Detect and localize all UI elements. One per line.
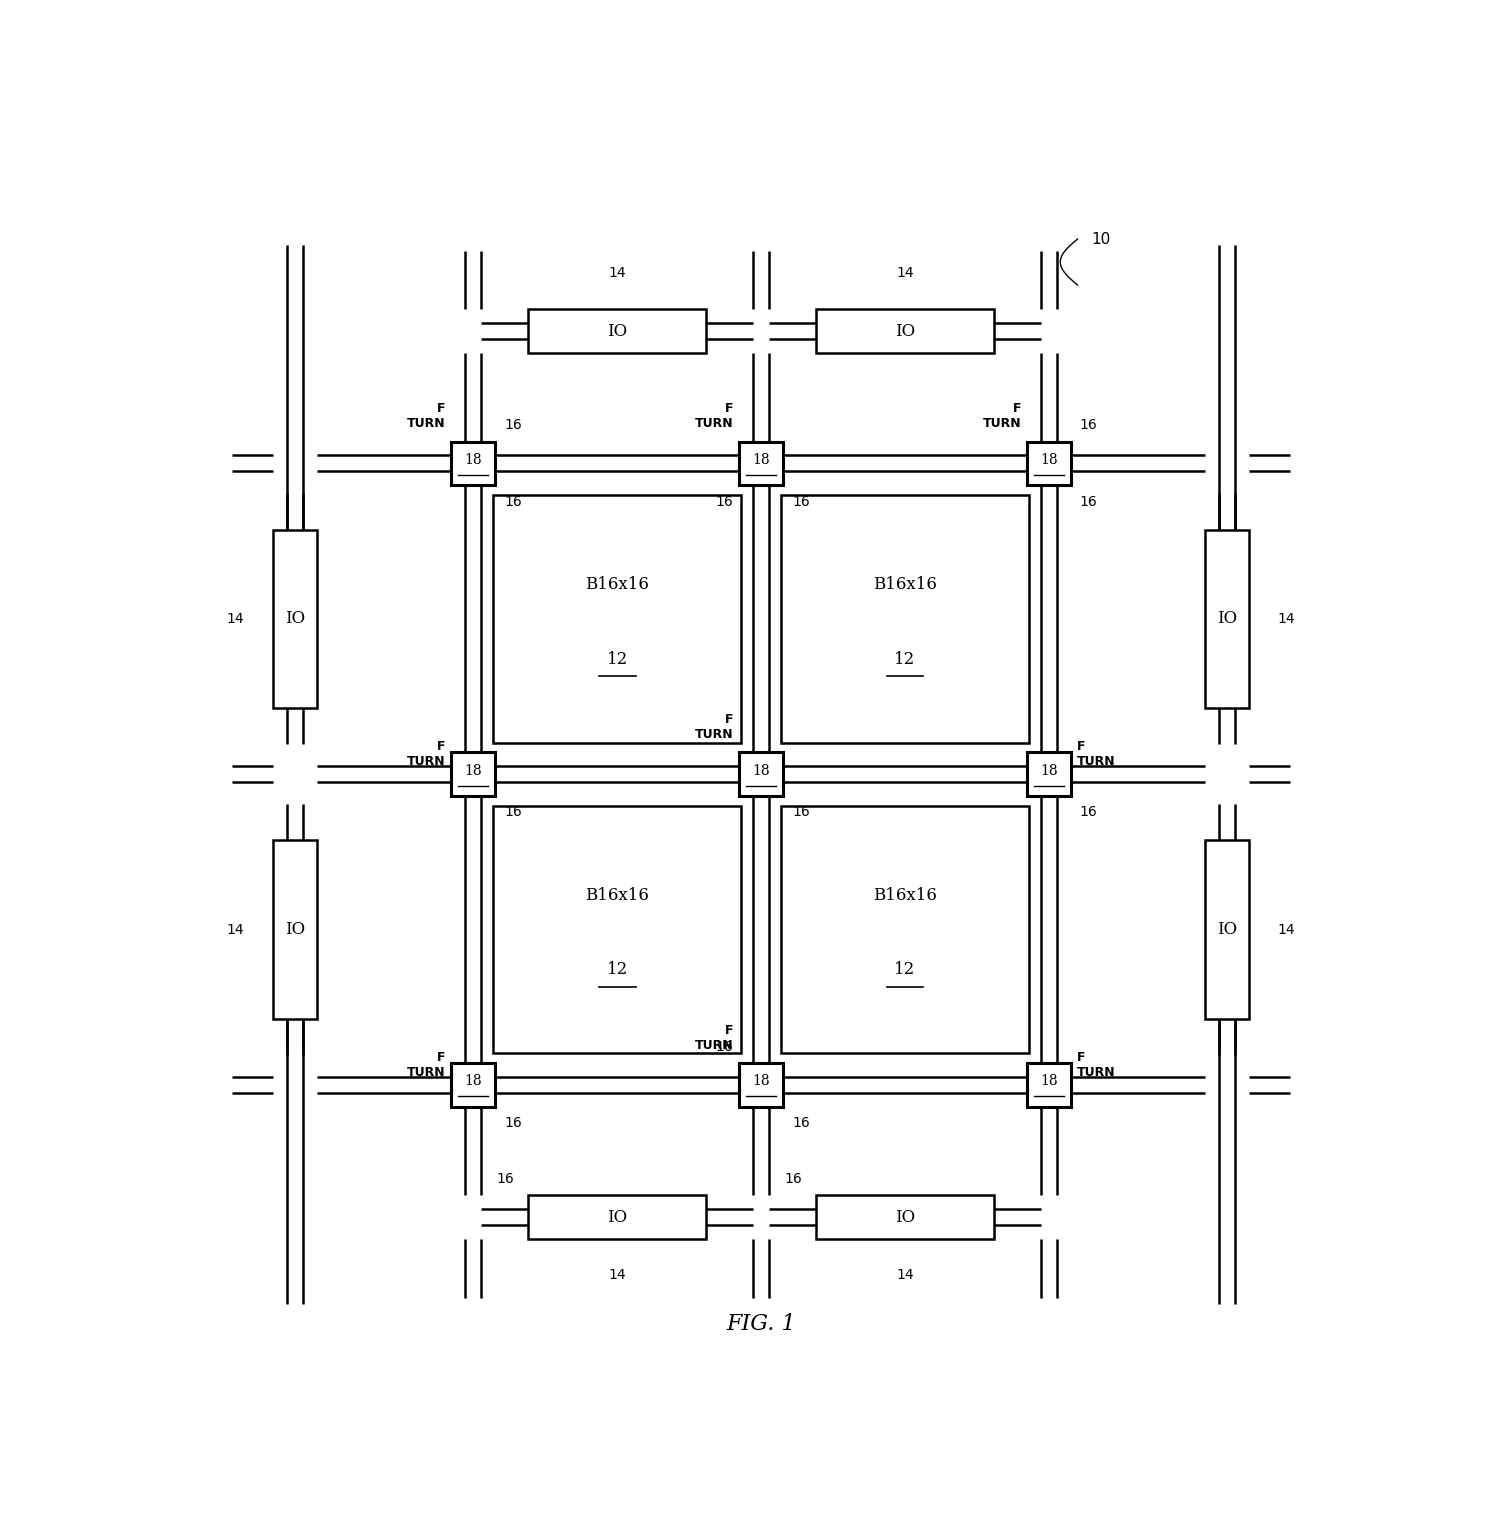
Text: 16: 16: [1080, 419, 1097, 432]
Bar: [1206, 529, 1249, 708]
Bar: [493, 495, 741, 742]
Text: 14: 14: [227, 923, 245, 937]
Text: 16: 16: [792, 1116, 809, 1130]
Text: 12: 12: [606, 961, 628, 978]
Text: B16x16: B16x16: [585, 576, 649, 593]
Bar: [529, 310, 707, 353]
Text: F
TURN: F TURN: [1077, 1052, 1115, 1079]
Text: IO: IO: [285, 610, 304, 627]
Text: IO: IO: [1218, 921, 1237, 938]
Bar: [781, 806, 1029, 1053]
Bar: [273, 840, 316, 1019]
Text: 18: 18: [753, 452, 769, 468]
Bar: [451, 753, 495, 796]
Text: 16: 16: [792, 495, 809, 509]
Text: IO: IO: [895, 1208, 915, 1226]
Bar: [815, 310, 993, 353]
Bar: [451, 1062, 495, 1107]
Text: 16: 16: [505, 495, 523, 509]
Bar: [815, 1196, 993, 1239]
Text: F
TURN: F TURN: [407, 1052, 446, 1079]
Text: 16: 16: [505, 805, 523, 819]
Bar: [493, 806, 741, 1053]
Bar: [740, 1062, 783, 1107]
Text: 16: 16: [784, 1173, 802, 1187]
Text: F
TURN: F TURN: [407, 402, 446, 431]
Bar: [273, 529, 316, 708]
Text: IO: IO: [895, 322, 915, 340]
Text: 16: 16: [505, 1116, 523, 1130]
Text: F
TURN: F TURN: [695, 402, 734, 431]
Bar: [451, 442, 495, 486]
Text: 16: 16: [1080, 805, 1097, 819]
Text: 14: 14: [1277, 923, 1295, 937]
Text: F
TURN: F TURN: [1077, 740, 1115, 768]
Text: 18: 18: [753, 1075, 769, 1088]
Text: F
TURN: F TURN: [983, 402, 1022, 431]
Bar: [1028, 442, 1071, 486]
Text: 18: 18: [465, 452, 483, 468]
Text: 14: 14: [609, 267, 627, 281]
Text: 18: 18: [1040, 763, 1057, 777]
Text: 16: 16: [792, 805, 809, 819]
Text: 16: 16: [496, 1173, 514, 1187]
Text: 16: 16: [716, 495, 734, 509]
Text: 18: 18: [1040, 452, 1057, 468]
Text: F
TURN: F TURN: [407, 740, 446, 768]
Text: IO: IO: [1218, 610, 1237, 627]
Text: 18: 18: [753, 763, 769, 777]
Text: 18: 18: [1040, 1075, 1057, 1088]
Text: 10: 10: [1091, 231, 1111, 247]
Text: IO: IO: [285, 921, 304, 938]
Bar: [1028, 1062, 1071, 1107]
Text: 18: 18: [465, 763, 483, 777]
Bar: [529, 1196, 707, 1239]
Text: B16x16: B16x16: [873, 576, 937, 593]
Text: 12: 12: [606, 650, 628, 667]
Bar: [781, 495, 1029, 742]
Bar: [1206, 840, 1249, 1019]
Text: FIG. 1: FIG. 1: [726, 1314, 796, 1335]
Text: 16: 16: [716, 1039, 734, 1053]
Text: B16x16: B16x16: [585, 886, 649, 903]
Text: IO: IO: [607, 322, 627, 340]
Text: 12: 12: [894, 650, 916, 667]
Text: 14: 14: [1277, 612, 1295, 625]
Text: 12: 12: [894, 961, 916, 978]
Text: 14: 14: [895, 267, 913, 281]
Text: IO: IO: [607, 1208, 627, 1226]
Text: 14: 14: [895, 1268, 913, 1282]
Text: 16: 16: [1080, 495, 1097, 509]
Text: 14: 14: [227, 612, 245, 625]
Text: 18: 18: [465, 1075, 483, 1088]
Text: F
TURN: F TURN: [695, 713, 734, 740]
Text: 14: 14: [609, 1268, 627, 1282]
Bar: [1028, 753, 1071, 796]
Text: 16: 16: [505, 419, 523, 432]
Text: B16x16: B16x16: [873, 886, 937, 903]
Bar: [740, 753, 783, 796]
Bar: [740, 442, 783, 486]
Text: F
TURN: F TURN: [695, 1024, 734, 1052]
